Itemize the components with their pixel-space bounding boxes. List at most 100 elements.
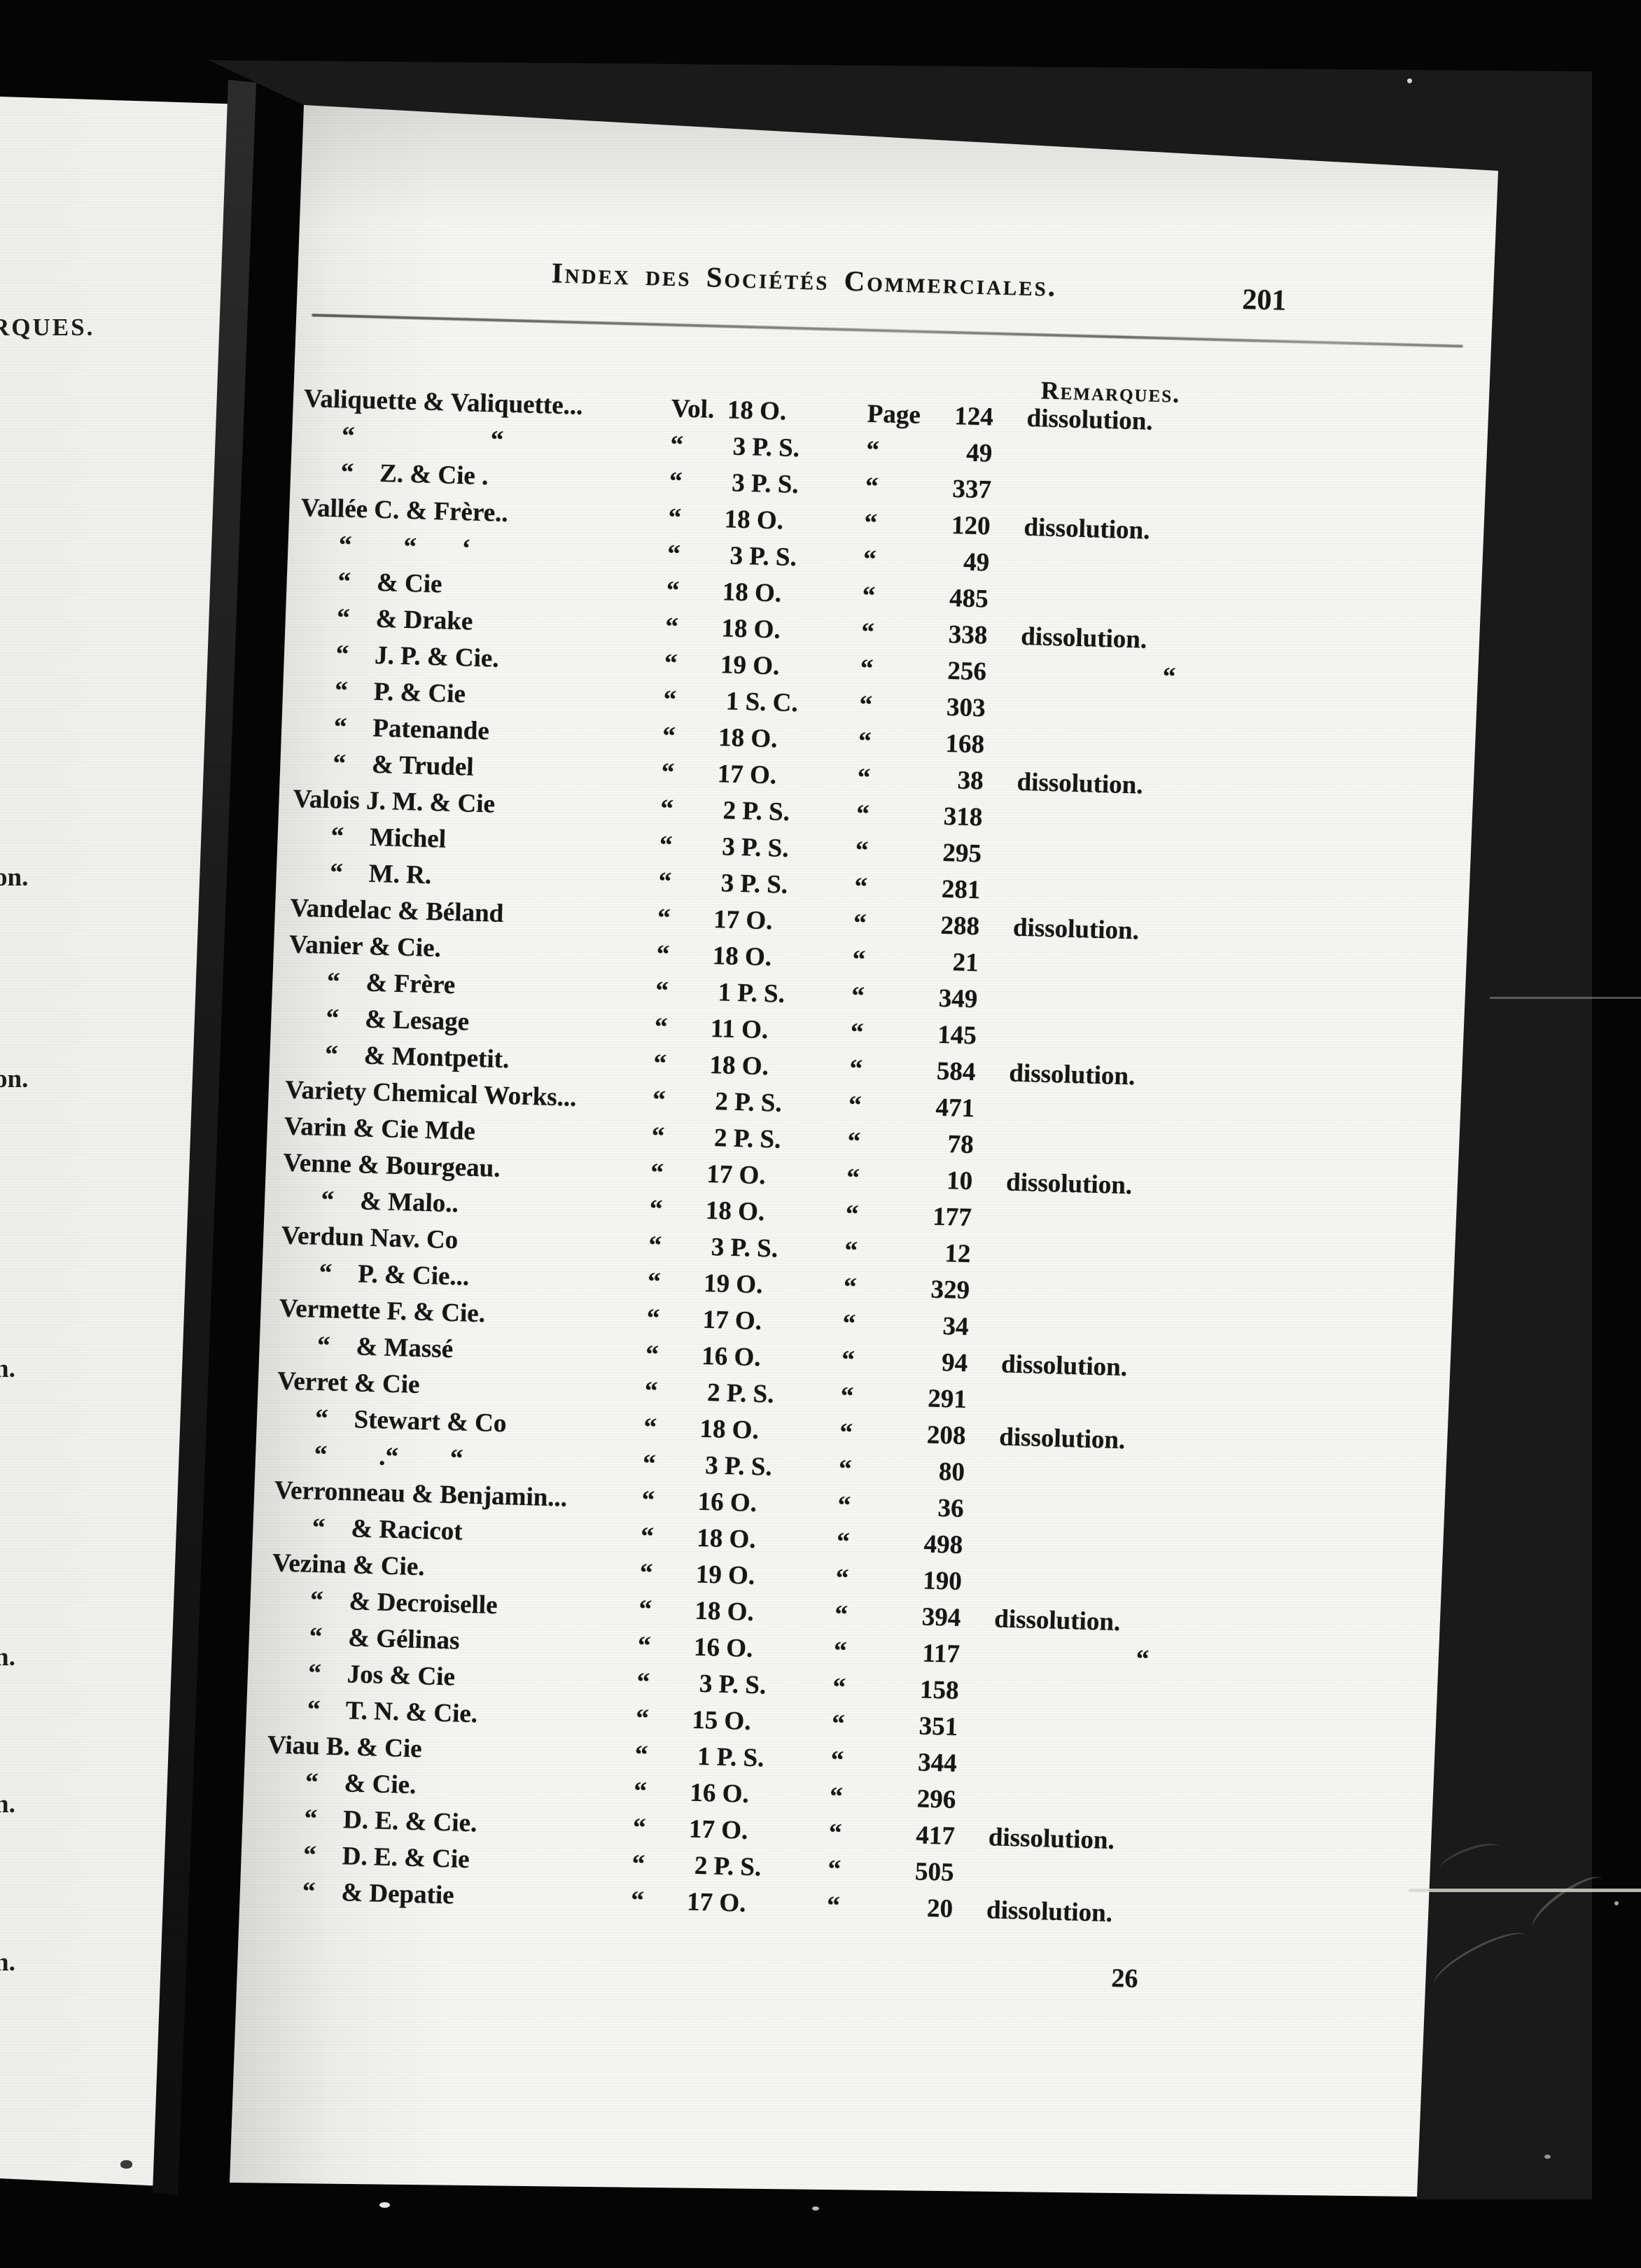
page-label-cell: “ bbox=[865, 435, 880, 465]
page-label-cell: “ bbox=[839, 1418, 853, 1448]
vol-cell: 19 O. bbox=[695, 1560, 755, 1590]
vol-cell: 3 P. S. bbox=[704, 1232, 778, 1264]
vol-label-cell: “ bbox=[633, 1777, 648, 1806]
page-label-cell: “ bbox=[829, 1782, 844, 1812]
vol-cell: 3 P. S. bbox=[725, 432, 800, 463]
vol-cell: 18 O. bbox=[712, 941, 772, 972]
vol-cell: 18 O. bbox=[720, 614, 781, 645]
remark-cell: dissolution. bbox=[1012, 913, 1140, 946]
dust-speck bbox=[1614, 1901, 1619, 1905]
vol-cell: 17 O. bbox=[686, 1887, 747, 1918]
left-page-fragment: n. bbox=[0, 1948, 15, 1977]
page-number-cell: 21 bbox=[952, 948, 979, 978]
vol-cell: 2 P. S. bbox=[715, 796, 790, 827]
page-number: 201 bbox=[1241, 284, 1287, 317]
page-number-cell: 117 bbox=[921, 1639, 961, 1669]
dust-speck bbox=[379, 2202, 390, 2208]
page-number-cell: 338 bbox=[948, 620, 988, 650]
vol-cell: 3 P. S. bbox=[714, 869, 788, 899]
remark-cell bbox=[954, 1855, 988, 1892]
remark-cell bbox=[984, 727, 1018, 764]
vol-label-cell: “ bbox=[637, 1631, 652, 1660]
remark-cell bbox=[988, 581, 1022, 618]
remark-cell bbox=[989, 545, 1023, 582]
page-number-cell: 158 bbox=[919, 1675, 960, 1705]
vol-cell: 17 O. bbox=[717, 760, 777, 790]
vol-cell: 18 O. bbox=[709, 1050, 769, 1082]
remark-cell bbox=[977, 981, 1012, 1018]
page-number-cell: 337 bbox=[951, 475, 992, 505]
vol-label-cell: “ bbox=[650, 1158, 664, 1188]
remark-cell bbox=[992, 436, 1026, 473]
vol-label-cell: Vol. bbox=[671, 394, 715, 424]
remark-cell: dissolution. bbox=[998, 1422, 1126, 1455]
remark-cell bbox=[970, 1236, 1005, 1273]
vol-label-cell: “ bbox=[656, 939, 670, 969]
vol-cell: 1 P. S. bbox=[690, 1742, 764, 1773]
vol-label-cell: “ bbox=[658, 867, 672, 897]
vol-label-cell: “ bbox=[657, 903, 671, 933]
page-label-cell: “ bbox=[850, 1018, 864, 1047]
page-label-cell: “ bbox=[841, 1345, 856, 1375]
vol-cell: 2 P. S. bbox=[708, 1086, 783, 1118]
page-number-cell: 20 bbox=[926, 1893, 954, 1924]
vol-label-cell: “ bbox=[652, 1085, 666, 1115]
remark-cell bbox=[969, 1273, 1003, 1310]
page-label-cell: “ bbox=[848, 1091, 863, 1120]
page-number-cell: 120 bbox=[951, 511, 991, 541]
vol-cell: 17 O. bbox=[706, 1159, 767, 1191]
vol-cell: 18 O. bbox=[696, 1523, 757, 1554]
page-number-cell: 190 bbox=[922, 1566, 963, 1596]
vol-label-cell: “ bbox=[643, 1413, 657, 1443]
vol-cell: 19 O. bbox=[703, 1268, 763, 1300]
left-page-fragment: n. bbox=[0, 1790, 15, 1819]
page-number-cell: 49 bbox=[965, 438, 993, 468]
vol-cell: 19 O. bbox=[720, 650, 780, 681]
vol-cell: 3 P. S. bbox=[715, 832, 790, 863]
remark-cell bbox=[980, 872, 1014, 909]
page-number-cell: 394 bbox=[921, 1602, 961, 1632]
page-number-cell: 145 bbox=[937, 1020, 977, 1051]
remark-cell: dissolution. bbox=[988, 1823, 1115, 1855]
page-number-cell: 318 bbox=[943, 802, 983, 832]
vol-cell: 17 O. bbox=[702, 1305, 762, 1336]
vol-label-cell: “ bbox=[649, 1194, 664, 1224]
header-rule bbox=[312, 314, 1463, 348]
vol-label-cell: “ bbox=[654, 1012, 669, 1042]
vol-cell: 18 O. bbox=[699, 1414, 760, 1446]
vol-label-cell: “ bbox=[640, 1522, 655, 1552]
vol-label-cell: “ bbox=[662, 721, 676, 751]
page-label-cell: “ bbox=[830, 1745, 844, 1775]
left-page-fragment: RQUES. bbox=[0, 314, 95, 341]
left-page-fragment: on. bbox=[0, 1065, 29, 1093]
page-label-cell: “ bbox=[842, 1309, 856, 1338]
remark-cell: “ bbox=[1162, 662, 1176, 692]
vol-label-cell: “ bbox=[669, 430, 684, 460]
vol-label-cell: “ bbox=[630, 1886, 645, 1915]
page-number-cell: 36 bbox=[937, 1493, 965, 1523]
page-number-cell: 505 bbox=[914, 1857, 955, 1887]
page-number-cell: 296 bbox=[916, 1784, 956, 1814]
vol-label-cell: “ bbox=[639, 1558, 653, 1588]
page-label-cell: “ bbox=[828, 1854, 842, 1884]
vol-label-cell: “ bbox=[632, 1813, 647, 1842]
remark-cell: dissolution. bbox=[1005, 1168, 1133, 1200]
left-page-fragment: n. bbox=[0, 1354, 15, 1383]
remark-cell bbox=[964, 1455, 998, 1492]
vol-cell: 2 P. S. bbox=[707, 1123, 781, 1154]
remark-cell bbox=[968, 1309, 1003, 1346]
remark-cell bbox=[958, 1673, 993, 1710]
page-number-cell: 38 bbox=[957, 766, 984, 796]
page-label-cell: “ bbox=[844, 1236, 858, 1266]
page-label-cell: “ bbox=[862, 581, 876, 611]
vol-cell: 18 O. bbox=[694, 1596, 755, 1627]
page-number-cell: 498 bbox=[923, 1530, 963, 1560]
vol-label-cell: “ bbox=[666, 540, 681, 569]
remark-cell bbox=[991, 472, 1025, 510]
remark-cell bbox=[976, 1018, 1010, 1055]
vol-label-cell: “ bbox=[646, 1303, 660, 1334]
page-label-cell: “ bbox=[835, 1564, 849, 1593]
page-label-cell: “ bbox=[845, 1200, 859, 1229]
page-number-cell: 12 bbox=[944, 1239, 971, 1269]
